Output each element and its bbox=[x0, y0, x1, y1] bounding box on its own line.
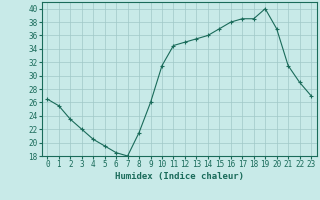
X-axis label: Humidex (Indice chaleur): Humidex (Indice chaleur) bbox=[115, 172, 244, 181]
